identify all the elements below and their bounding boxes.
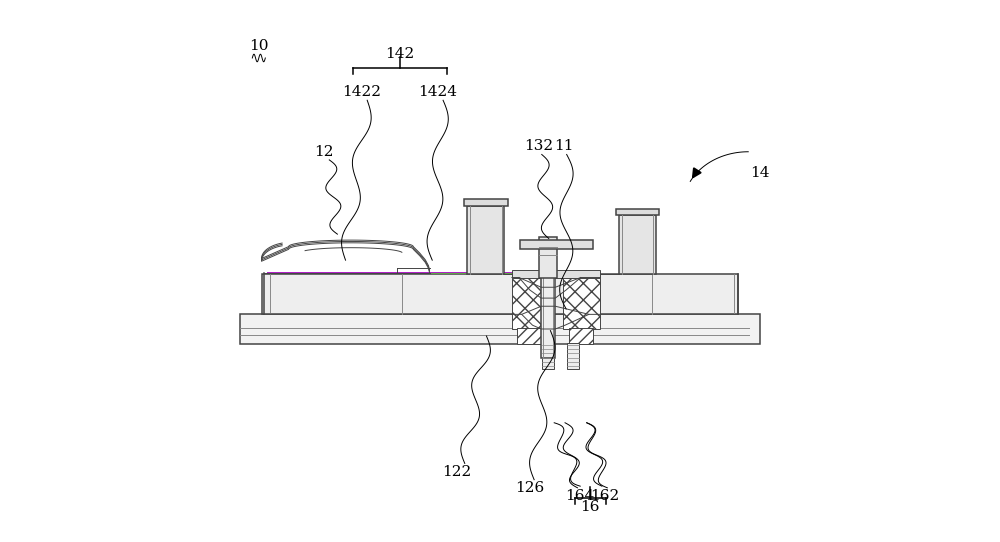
Text: 142: 142 xyxy=(385,47,414,61)
Bar xyxy=(563,276,600,329)
Text: 16: 16 xyxy=(580,500,599,514)
Text: 11: 11 xyxy=(554,139,574,153)
Bar xyxy=(569,328,593,344)
Bar xyxy=(520,240,593,249)
Bar xyxy=(512,276,549,329)
Text: 14: 14 xyxy=(750,166,770,180)
Bar xyxy=(567,343,579,369)
Text: 126: 126 xyxy=(515,481,544,495)
Bar xyxy=(240,314,760,344)
Text: 1424: 1424 xyxy=(418,85,457,99)
Bar xyxy=(541,241,555,358)
Bar xyxy=(464,199,508,206)
Text: 1422: 1422 xyxy=(342,85,381,99)
Text: 132: 132 xyxy=(524,139,554,153)
Bar xyxy=(539,237,557,278)
Text: 122: 122 xyxy=(442,464,471,479)
Bar xyxy=(467,206,504,274)
Text: 12: 12 xyxy=(314,145,334,159)
Bar xyxy=(512,270,600,278)
Bar xyxy=(542,343,554,369)
Text: 10: 10 xyxy=(249,39,269,53)
Bar xyxy=(262,274,738,314)
Bar xyxy=(517,328,541,344)
Bar xyxy=(619,215,656,274)
Text: 164: 164 xyxy=(566,489,595,503)
Text: 162: 162 xyxy=(590,489,619,503)
Bar xyxy=(616,209,659,215)
